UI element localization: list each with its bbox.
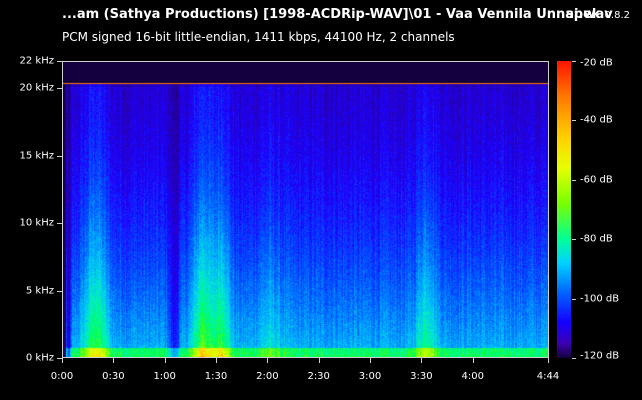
y-tick-label: 15 kHz <box>19 150 54 161</box>
x-tick-label: 0:30 <box>102 371 125 382</box>
y-tick-mark <box>57 291 62 292</box>
colorbar-tick-label: -40 dB <box>580 114 613 126</box>
colorbar <box>557 61 571 358</box>
x-tick-mark <box>421 358 422 363</box>
colorbar-tick-label: -20 dB <box>580 57 613 69</box>
x-tick-label: 1:30 <box>204 371 228 382</box>
x-tick-label: 3:00 <box>358 371 382 382</box>
x-tick-label: 3:30 <box>410 371 433 382</box>
colorbar-tick-label: -120 dB <box>580 350 620 362</box>
x-tick-mark <box>216 358 217 363</box>
colorbar-tick-label: -60 dB <box>580 174 613 186</box>
y-tick-mark <box>57 88 62 89</box>
colorbar-tick-mark <box>572 120 576 121</box>
colorbar-tick-mark <box>572 239 576 240</box>
app-name: spek <box>566 7 601 22</box>
app-brand: spek 0.8.2 <box>566 7 630 22</box>
colorbar-tick-label: -100 dB <box>580 293 620 305</box>
y-tick-mark <box>57 156 62 157</box>
x-tick-mark <box>165 358 166 363</box>
y-tick-label: 22 kHz <box>19 55 54 67</box>
app-version: 0.8.2 <box>604 10 630 21</box>
y-tick-label: 20 kHz <box>19 82 54 94</box>
colorbar-tick-mark <box>572 299 576 300</box>
y-tick-mark <box>57 61 62 62</box>
x-tick-mark <box>473 358 474 363</box>
x-tick-mark <box>267 358 268 363</box>
colorbar-tick-label: -80 dB <box>580 233 613 245</box>
x-tick-label: 1:00 <box>153 371 176 382</box>
x-tick-mark <box>62 358 63 363</box>
stream-info: PCM signed 16-bit little-endian, 1411 kb… <box>62 30 455 44</box>
x-tick-mark <box>113 358 114 363</box>
x-tick-label: 2:00 <box>256 371 279 382</box>
x-tick-label: 2:30 <box>307 371 330 382</box>
y-tick-label: 10 kHz <box>19 217 54 229</box>
y-tick-label: 0 kHz <box>25 352 54 364</box>
y-tick-label: 5 kHz <box>25 285 54 296</box>
colorbar-tick-mark <box>572 180 576 181</box>
x-tick-mark <box>548 358 549 363</box>
spectrogram <box>62 61 549 358</box>
colorbar-tick-mark <box>572 358 576 359</box>
colorbar-tick-mark <box>572 61 576 62</box>
spectrogram-image <box>63 62 548 357</box>
y-tick-mark <box>57 358 62 359</box>
x-tick-label: 4:00 <box>461 371 484 382</box>
x-tick-label: 0:00 <box>50 371 74 382</box>
x-tick-mark <box>319 358 320 363</box>
y-tick-mark <box>57 223 62 224</box>
x-tick-label: 4:44 <box>536 371 560 382</box>
file-title: ...am (Sathya Productions) [1998-ACDRip-… <box>62 7 613 22</box>
x-tick-mark <box>370 358 371 363</box>
